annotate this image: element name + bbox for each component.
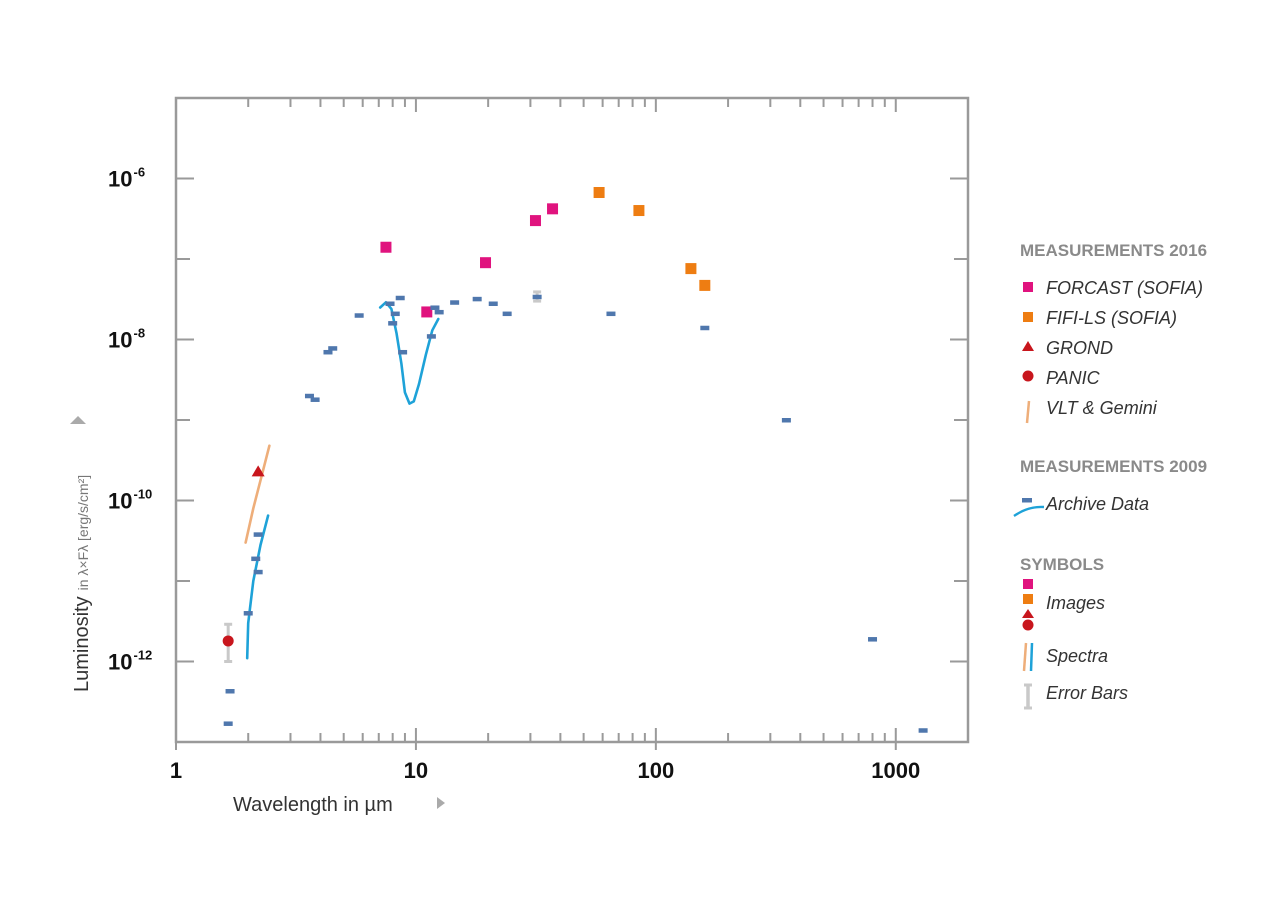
archive-point <box>328 346 338 351</box>
y-tick-exponent: -10 <box>133 487 152 502</box>
x-tick-label: 1000 <box>871 758 920 783</box>
y-axis-arrow-icon <box>70 416 86 424</box>
legend-circle-icon <box>1022 370 1034 382</box>
legend-square-icon <box>1023 594 1033 604</box>
legend-item-label: VLT & Gemini <box>1046 398 1158 418</box>
y-axis-title-group: Luminosity in λ×Fλ [erg/s/cm²] <box>70 416 93 692</box>
y-tick-exponent: -12 <box>133 648 152 663</box>
plot-border <box>174 96 970 744</box>
forcast-point <box>380 241 392 253</box>
legend-triangle-icon <box>1022 609 1034 618</box>
y-tick-base: 10 <box>108 167 132 192</box>
archive-point <box>310 397 320 402</box>
fifi-point <box>685 263 697 275</box>
legend-section-title: MEASUREMENTS 2009 <box>1020 457 1207 476</box>
legend-vlt-line-icon <box>1025 400 1031 424</box>
archive-point <box>426 334 436 339</box>
archive-point <box>918 728 928 733</box>
archive-point <box>253 569 263 575</box>
legend-square-icon <box>1023 579 1033 589</box>
legend-item-label: Images <box>1046 593 1105 613</box>
legend-item-label: Archive Data <box>1045 494 1149 514</box>
legend-spectrum-line-icon <box>1013 505 1045 517</box>
archive-point <box>223 721 233 726</box>
y-tick-label: 10-10 <box>108 487 152 514</box>
archive-point <box>606 311 616 317</box>
forcast-point <box>421 306 433 318</box>
x-axis-arrow-icon <box>437 797 445 809</box>
archive-spectrum-line <box>245 514 270 660</box>
legend-square-icon <box>1023 282 1033 292</box>
archive-point <box>304 393 314 399</box>
forcast-point <box>480 257 492 269</box>
legend-triangle-icon <box>1022 341 1034 351</box>
archive-point <box>323 349 333 355</box>
fifi-point <box>593 187 605 199</box>
archive-point <box>700 325 710 331</box>
archive-point <box>225 689 235 694</box>
legend-spectrum-line-icon <box>1029 642 1034 672</box>
archive-point <box>502 311 512 317</box>
archive-point <box>868 637 878 642</box>
y-tick-exponent: -6 <box>133 165 145 180</box>
archive-point <box>243 611 253 616</box>
archive-point <box>472 296 482 302</box>
fifi-point <box>633 205 645 217</box>
fifi-point <box>699 279 711 291</box>
legend-dash-icon <box>1022 498 1032 503</box>
y-tick-label: 10-12 <box>108 648 152 675</box>
legend-section-title: SYMBOLS <box>1020 555 1104 574</box>
x-tick-label: 100 <box>637 758 674 783</box>
legend-item-label: PANIC <box>1046 368 1101 388</box>
y-tick-base: 10 <box>108 328 132 353</box>
legend-item-label: GROND <box>1046 338 1113 358</box>
legend-item-label: Spectra <box>1046 646 1108 666</box>
archive-point <box>532 294 542 300</box>
archive-point <box>390 311 400 317</box>
legend-vlt-line-icon <box>1022 642 1028 672</box>
forcast-point <box>547 203 559 215</box>
y-tick-exponent: -8 <box>133 326 145 341</box>
archive-point <box>388 321 398 326</box>
archive-point <box>251 556 261 562</box>
legend-square-icon <box>1023 312 1033 322</box>
archive-point <box>395 295 405 301</box>
archive-point <box>398 349 408 355</box>
panic-point <box>222 635 234 647</box>
archive-point <box>488 301 498 307</box>
y-tick-label: 10-6 <box>108 165 145 192</box>
x-tick-label: 1 <box>170 758 182 783</box>
archive-point <box>385 301 395 307</box>
archive-point <box>434 309 444 315</box>
y-axis-title-main: Luminosity <box>71 596 93 692</box>
y-axis-title-units: in λ×Fλ [erg/s/cm²] <box>75 475 91 591</box>
legend-circle-icon <box>1022 619 1034 631</box>
archive-point <box>253 532 263 537</box>
y-axis-title: Luminosity in λ×Fλ [erg/s/cm²] <box>71 475 93 692</box>
y-tick-label: 10-8 <box>108 326 145 353</box>
legend-section-title: MEASUREMENTS 2016 <box>1020 241 1207 260</box>
plot-frame <box>174 96 970 750</box>
y-tick-base: 10 <box>108 650 132 675</box>
archive-point <box>430 305 440 310</box>
vlt-spectrum-line <box>244 444 271 544</box>
x-tick-label: 10 <box>404 758 428 783</box>
legend-item-label: FORCAST (SOFIA) <box>1046 278 1203 298</box>
grond-point <box>251 465 265 477</box>
archive-point <box>781 418 791 423</box>
forcast-point <box>529 215 541 227</box>
archive-spectrum-line <box>378 301 440 405</box>
legend-item-label: FIFI-LS (SOFIA) <box>1046 308 1177 328</box>
x-axis-title: Wavelength in µm <box>233 794 393 816</box>
archive-point <box>450 300 460 305</box>
legend-item-label: Error Bars <box>1046 683 1128 703</box>
plot-data <box>222 187 928 733</box>
legend: MEASUREMENTS 2016 FORCAST (SOFIA) FIFI-LS … <box>1013 241 1207 710</box>
y-tick-base: 10 <box>108 489 132 514</box>
archive-point <box>354 313 364 318</box>
